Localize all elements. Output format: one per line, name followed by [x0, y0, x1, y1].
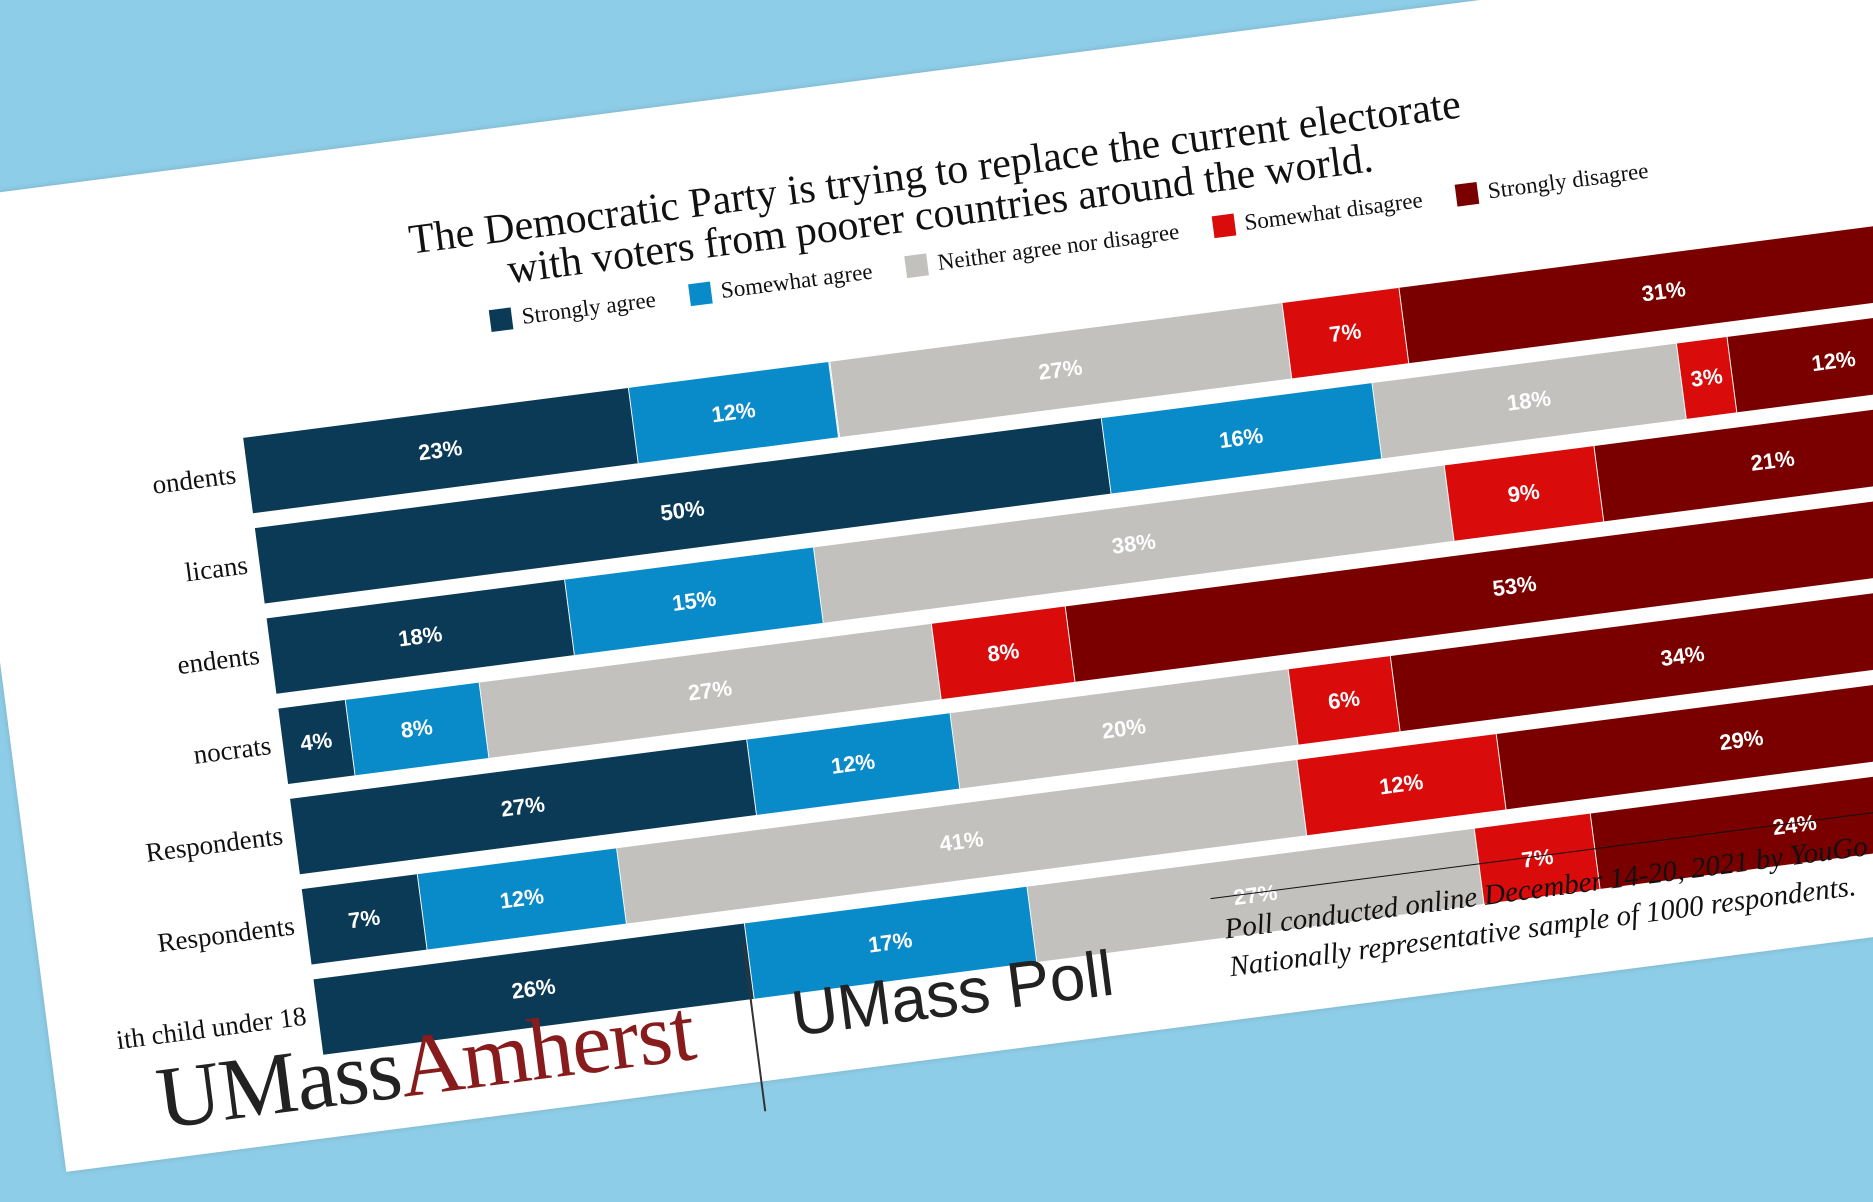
category-label: ondents — [150, 459, 238, 500]
bar-value-label: 18% — [1505, 385, 1553, 416]
bar-value-label: 7% — [346, 904, 382, 934]
bar-segment: 12% — [628, 361, 840, 464]
bar-value-label: 12% — [498, 883, 546, 914]
bar-value-label: 18% — [396, 621, 444, 652]
bar-value-label: 4% — [298, 727, 334, 757]
category-label: endents — [175, 639, 262, 681]
category-label: nocrats — [191, 730, 273, 770]
bar-segment: 12% — [747, 713, 961, 815]
bar-value-label: 8% — [399, 714, 435, 743]
bar-value-label: 23% — [416, 434, 464, 466]
bar-value-label: 12% — [829, 748, 877, 779]
bar-value-label: 9% — [1506, 478, 1542, 508]
category-label: licans — [183, 549, 250, 588]
bar-value-label: 12% — [710, 396, 757, 428]
bar-value-label: 17% — [866, 927, 914, 958]
bar-value-label: 6% — [1326, 685, 1362, 715]
bar-value-label: 31% — [1640, 276, 1688, 307]
bar-value-label: 41% — [938, 826, 985, 857]
bar-segment: 16% — [1101, 383, 1382, 494]
bar-segment: 9% — [1444, 446, 1604, 541]
bar-segment: 7% — [301, 874, 428, 965]
bar-value-label: 34% — [1659, 640, 1706, 672]
legend-swatch — [904, 253, 930, 279]
bar-value-label: 27% — [499, 791, 547, 822]
legend-label: Strongly disagree — [1486, 157, 1650, 204]
bar-segment: 12% — [417, 848, 627, 950]
category-label: Respondents — [155, 910, 297, 959]
legend-item-strongly-disagree: Strongly disagree — [1454, 157, 1650, 209]
bar-value-label: 27% — [1036, 354, 1084, 385]
bar-value-label: 27% — [686, 675, 734, 706]
bar-segment: 12% — [1727, 310, 1873, 413]
bar-segment: 8% — [931, 606, 1076, 700]
legend-swatch — [488, 307, 514, 333]
bar-value-label: 29% — [1717, 724, 1765, 756]
bar-segment: 8% — [345, 682, 490, 776]
bar-segment: 12% — [1297, 733, 1507, 836]
bar-segment: 4% — [278, 699, 356, 785]
bar-value-label: 8% — [985, 637, 1021, 667]
bar-value-label: 50% — [658, 495, 706, 526]
legend-swatch — [1211, 213, 1237, 239]
bar-value-label: 12% — [1810, 345, 1858, 377]
category-label: Respondents — [143, 820, 285, 868]
bar-value-label: 38% — [1110, 528, 1158, 559]
legend-swatch — [687, 281, 713, 307]
bar-value-label: 12% — [1377, 768, 1425, 800]
bar-value-label: 20% — [1100, 713, 1148, 744]
legend-label: Somewhat agree — [719, 258, 874, 304]
bar-value-label: 7% — [1327, 318, 1363, 348]
bar-value-label: 53% — [1491, 570, 1538, 602]
bar-segment: 7% — [1282, 287, 1410, 379]
bar-value-label: 3% — [1689, 363, 1724, 392]
bar-segment: 15% — [565, 547, 824, 655]
bar-value-label: 21% — [1749, 445, 1797, 476]
legend-swatch — [1454, 181, 1480, 207]
bar-segment: 6% — [1288, 655, 1401, 745]
bar-value-label: 15% — [670, 585, 718, 616]
chart-sheet: The Democratic Party is trying to replac… — [0, 0, 1873, 1172]
legend-label: Strongly agree — [520, 286, 658, 329]
bar-value-label: 16% — [1217, 422, 1265, 454]
legend-item-strongly-agree: Strongly agree — [488, 286, 658, 334]
